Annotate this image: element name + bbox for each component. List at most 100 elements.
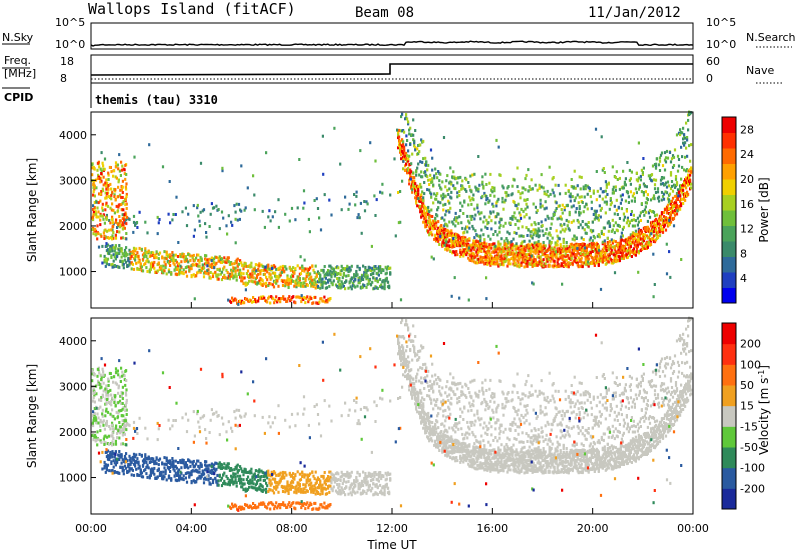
- heatmap-cell: [290, 206, 294, 210]
- heatmap-cell: [234, 475, 237, 479]
- heatmap-cell: [346, 266, 349, 270]
- heatmap-cell: [125, 251, 128, 255]
- heatmap-cell: [506, 239, 509, 243]
- heatmap-cell: [146, 259, 149, 263]
- heatmap-cell: [373, 286, 376, 290]
- heatmap-cell: [454, 224, 457, 228]
- heatmap-cell: [472, 227, 475, 231]
- heatmap-cell: [124, 177, 127, 181]
- heatmap-cell: [158, 218, 161, 221]
- heatmap-cell: [397, 146, 400, 150]
- heatmap-cell: [249, 263, 252, 267]
- heatmap-cell: [670, 180, 674, 183]
- heatmap-cell: [304, 284, 307, 288]
- heatmap-cell: [220, 416, 224, 420]
- heatmap-cell: [120, 160, 123, 164]
- heatmap-cell: [654, 191, 658, 194]
- heatmap-cell: [476, 253, 479, 257]
- heatmap-cell: [565, 250, 568, 254]
- heatmap-cell: [374, 265, 377, 268]
- heatmap-cell: [575, 253, 578, 257]
- heatmap-cell: [492, 233, 495, 236]
- heatmap-cell: [220, 484, 224, 488]
- heatmap-cell: [499, 259, 502, 263]
- heatmap-cell: [119, 453, 122, 457]
- heatmap-cell: [428, 183, 431, 186]
- heatmap-cell: [174, 253, 177, 257]
- heatmap-cell: [143, 461, 146, 465]
- heatmap-cell: [587, 244, 590, 248]
- heatmap-cell: [127, 463, 130, 466]
- heatmap-cell: [356, 216, 359, 220]
- heatmap-cell: [476, 234, 479, 238]
- heatmap-cell: [630, 255, 633, 258]
- heatmap-cell: [669, 187, 673, 191]
- heatmap-cell: [432, 257, 435, 261]
- heatmap-cell: [217, 259, 220, 263]
- heatmap-cell: [184, 270, 187, 274]
- heatmap-cell: [110, 197, 113, 201]
- heatmap-cell: [634, 219, 637, 223]
- heatmap-cell: [153, 260, 156, 264]
- heatmap-cell: [125, 187, 128, 191]
- heatmap-cell: [589, 195, 592, 199]
- heatmap-cell: [172, 253, 175, 257]
- heatmap-cell: [379, 277, 382, 281]
- heatmap-cell: [207, 474, 210, 478]
- heatmap-cell: [156, 232, 159, 236]
- heatmap-cell: [570, 205, 573, 209]
- heatmap-cell: [458, 215, 461, 219]
- heatmap-cell: [408, 178, 411, 182]
- heatmap-cell: [553, 194, 556, 198]
- heatmap-cell: [121, 213, 124, 217]
- heatmap-cell: [109, 221, 112, 225]
- heatmap-cell: [193, 258, 196, 262]
- heatmap-cell: [210, 462, 213, 466]
- heatmap-cell: [605, 200, 608, 204]
- heatmap-cell: [257, 299, 260, 303]
- heatmap-cell: [92, 181, 95, 185]
- heatmap-cell: [526, 205, 529, 209]
- heatmap-cell: [417, 162, 420, 166]
- heatmap-cell: [612, 185, 615, 189]
- heatmap-cell: [109, 247, 112, 251]
- heatmap-cell: [307, 277, 310, 281]
- heatmap-cell: [668, 218, 671, 222]
- heatmap-cell: [169, 427, 172, 431]
- heatmap-cell: [300, 294, 303, 298]
- heatmap-cell: [499, 224, 502, 227]
- heatmap-cell: [602, 167, 605, 170]
- heatmap-cell: [413, 179, 416, 183]
- heatmap-cell: [452, 237, 455, 240]
- heatmap-cell: [330, 275, 333, 279]
- heatmap-cell: [544, 244, 547, 248]
- heatmap-cell: [448, 187, 451, 191]
- heatmap-cell: [602, 190, 605, 194]
- heatmap-cell: [536, 229, 539, 233]
- heatmap-cell: [471, 224, 474, 228]
- heatmap-cell: [525, 173, 528, 177]
- heatmap-cell: [567, 261, 570, 265]
- heatmap-cell: [547, 216, 550, 220]
- heatmap-cell: [123, 226, 126, 230]
- heatmap-cell: [580, 256, 583, 260]
- heatmap-cell: [530, 223, 533, 227]
- heatmap-cell: [587, 252, 590, 256]
- heatmap-cell: [91, 163, 94, 167]
- heatmap-cell: [92, 186, 95, 190]
- heatmap-cell: [185, 480, 189, 484]
- heatmap-cell: [570, 178, 573, 181]
- heatmap-cell: [639, 211, 642, 215]
- heatmap-cell: [211, 481, 215, 485]
- heatmap-cell: [128, 454, 131, 458]
- heatmap-cell: [157, 261, 160, 265]
- heatmap-cell: [527, 228, 530, 232]
- heatmap-cell: [105, 262, 108, 266]
- heatmap-cell: [315, 283, 318, 287]
- heatmap-cell: [481, 180, 484, 184]
- heatmap-cell: [466, 225, 469, 229]
- heatmap-cell: [150, 467, 154, 471]
- heatmap-cell: [112, 452, 115, 456]
- heatmap-cell: [122, 459, 125, 462]
- heatmap-cell: [302, 189, 306, 193]
